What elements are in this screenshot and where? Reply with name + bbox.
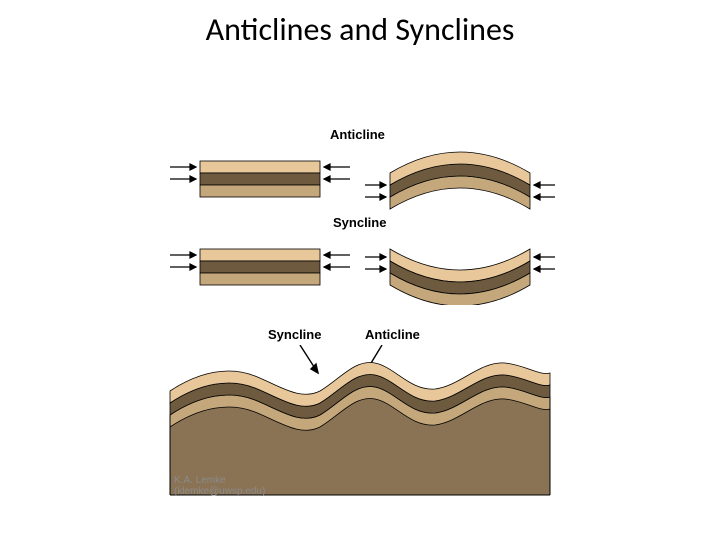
flat-block-syncline bbox=[200, 249, 320, 285]
diagram: Anticline bbox=[160, 95, 560, 495]
flat-block-anticline bbox=[200, 161, 320, 197]
slide: Anticlines and Synclines Anticline bbox=[0, 0, 720, 540]
anticline-arch bbox=[390, 152, 530, 209]
credit-line2: (klemke@uwsp.edu) bbox=[174, 486, 265, 497]
credit-line1: K.A. Lemke bbox=[174, 475, 226, 486]
syncline-label-bottom: Syncline bbox=[268, 327, 321, 342]
page-title: Anticlines and Synclines bbox=[0, 10, 720, 49]
anticline-label-bottom: Anticline bbox=[365, 327, 420, 342]
syncline-trough bbox=[390, 249, 530, 305]
anticline-label-top: Anticline bbox=[330, 127, 385, 142]
syncline-label-mid: Syncline bbox=[333, 215, 386, 230]
syncline-row-svg bbox=[160, 235, 560, 305]
anticline-row-svg bbox=[160, 147, 560, 217]
